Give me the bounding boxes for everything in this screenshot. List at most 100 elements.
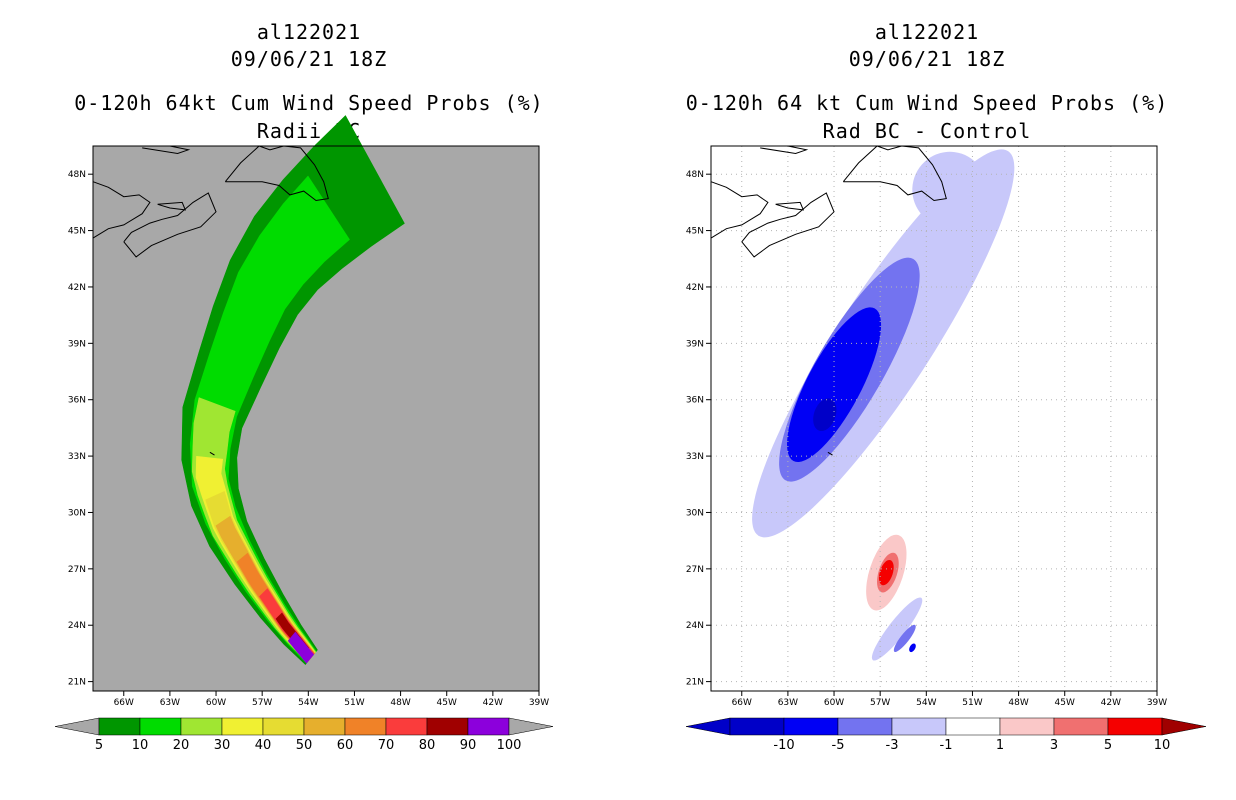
colorbar-label: 1: [996, 738, 1004, 753]
colorbar-label: 60: [337, 738, 354, 753]
difference-contour-minus1: [912, 151, 987, 227]
y-tick-label: 24N: [68, 621, 86, 631]
colorbar-label: 3: [1050, 738, 1058, 753]
y-tick-label: 45N: [686, 227, 704, 237]
coastline-segment: [827, 451, 833, 456]
y-tick-label: 42N: [68, 283, 86, 293]
left-map: 66W 63W 60W 57W 54W 51W 48W 45W 42W 39W 21N 24N 27N 3…: [54, 115, 554, 753]
colorbar-cell: [303, 717, 346, 736]
colorbar-cell: [729, 717, 785, 736]
right-title-product: 0-120h 64 kt Cum Wind Speed Probs (%): [685, 91, 1169, 115]
y-tick-label: 27N: [686, 565, 704, 575]
y-tick-label: 48N: [686, 170, 704, 180]
colorbar-label: 10: [1154, 738, 1171, 753]
x-tick-label: 66W: [114, 698, 134, 708]
y-tick-label: 24N: [686, 621, 704, 631]
y-tick-label: 27N: [68, 565, 86, 575]
axes: 66W 63W 60W 57W 54W 51W 48W 45W 42W 39W 21N 24N 27N 3…: [686, 170, 1167, 708]
probability-swath: [181, 115, 405, 665]
coastline-segment: [142, 145, 191, 155]
colorbar-cell: [385, 717, 428, 736]
y-tick-label: 21N: [68, 678, 86, 688]
left-title-product: 0-120h 64kt Cum Wind Speed Probs (%): [74, 91, 544, 115]
x-tick-label: 63W: [778, 698, 798, 708]
coastline-segment: [92, 181, 151, 239]
colorbar-cell: [891, 717, 947, 736]
y-tick-label: 39N: [68, 339, 86, 349]
colorbar-label: 5: [95, 738, 103, 753]
colorbar-cell: [344, 717, 387, 736]
colorbar-arrow-high: [508, 717, 554, 736]
colorbar-cell: [426, 717, 469, 736]
coastline-segment: [157, 201, 187, 211]
y-tick-label: 36N: [68, 396, 86, 406]
left-colorbar: 5 10 20 30 40 50 60 70 80 90 100: [54, 717, 554, 753]
right-map: 66W 63W 60W 57W 54W 51W 48W 45W 42W 39W 21N 24N 27N 3…: [685, 145, 1207, 753]
coastline-segment: [123, 192, 217, 258]
colorbar-cell: [467, 717, 510, 736]
x-tick-label: 42W: [1101, 698, 1121, 708]
x-tick-label: 54W: [298, 698, 318, 708]
right-title-date: 09/06/21 18Z: [848, 47, 1006, 71]
x-tick-label: 63W: [160, 698, 180, 708]
y-tick-label: 42N: [686, 283, 704, 293]
right-colorbar: -10 -5 -3 -1 1 3 5 10: [685, 717, 1207, 753]
colorbar-cell: [999, 717, 1055, 736]
coastline-segment: [224, 145, 329, 202]
colorbar-label: 70: [378, 738, 395, 753]
difference-contour-minus1: [871, 597, 923, 661]
x-tick-label: 42W: [483, 698, 503, 708]
colorbar-label: 20: [173, 738, 190, 753]
axes: 66W 63W 60W 57W 54W 51W 48W 45W 42W 39W 21N 24N 27N 3…: [68, 170, 549, 708]
coastline-segment: [710, 181, 769, 239]
colorbar-cell: [945, 717, 1001, 736]
y-tick-label: 33N: [686, 452, 704, 462]
plot-frame: [710, 145, 1158, 692]
colorbar-label: 50: [296, 738, 313, 753]
coastline-segment: [741, 192, 835, 258]
colorbar-cell: [837, 717, 893, 736]
coastline-segment: [775, 201, 805, 211]
x-tick-label: 48W: [1008, 698, 1028, 708]
colorbar-label: 80: [419, 738, 436, 753]
x-tick-label: 48W: [390, 698, 410, 708]
colorbar-cell: [783, 717, 839, 736]
y-tick-label: 48N: [68, 170, 86, 180]
colorbar-label: 30: [214, 738, 231, 753]
x-tick-label: 51W: [344, 698, 364, 708]
colorbar-cell: [1107, 717, 1163, 736]
y-tick-label: 39N: [686, 339, 704, 349]
difference-field: [752, 149, 1015, 661]
x-tick-label: 66W: [732, 698, 752, 708]
y-tick-label: 30N: [68, 508, 86, 518]
x-tick-label: 45W: [1055, 698, 1075, 708]
plot-frame: [92, 145, 540, 692]
colorbar-cell: [139, 717, 182, 736]
coastlines: [92, 145, 329, 456]
colorbar-arrow-low: [54, 717, 100, 736]
colorbar-label: 5: [1104, 738, 1112, 753]
colorbar-label: 100: [497, 738, 522, 753]
colorbar-cell: [1053, 717, 1109, 736]
colorbar-label: 10: [132, 738, 149, 753]
colorbar-cell: [180, 717, 223, 736]
left-title-date: 09/06/21 18Z: [230, 47, 388, 71]
difference-contour-minus3: [893, 624, 916, 652]
x-tick-label: 39W: [1147, 698, 1167, 708]
colorbar-label: -10: [773, 738, 794, 753]
probability-band: [191, 397, 317, 663]
right-panel: al122021 09/06/21 18Z 0-120h 64 kt Cum W…: [618, 0, 1236, 800]
difference-contour-minus10: [813, 398, 837, 432]
coastline-segment: [209, 451, 215, 456]
x-tick-label: 57W: [870, 698, 890, 708]
x-tick-label: 51W: [962, 698, 982, 708]
x-tick-label: 39W: [529, 698, 549, 708]
x-tick-label: 60W: [206, 698, 226, 708]
right-title-storm-id: al122021: [874, 20, 980, 44]
colorbar-label: 90: [460, 738, 477, 753]
coastlines: [710, 145, 947, 456]
colorbar-label: -1: [940, 738, 953, 753]
colorbar-label: 40: [255, 738, 272, 753]
colorbar-cell: [98, 717, 141, 736]
y-tick-label: 33N: [68, 452, 86, 462]
